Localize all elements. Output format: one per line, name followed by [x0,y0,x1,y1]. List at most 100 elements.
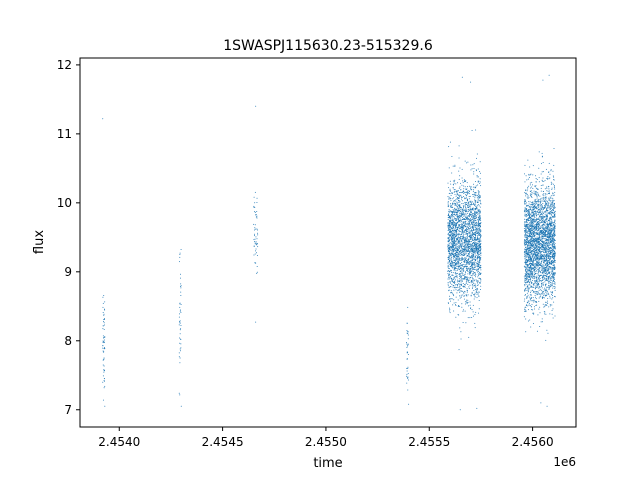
data-point [448,204,450,206]
data-point [478,218,480,220]
data-point [461,227,463,229]
data-point [549,280,551,282]
data-point [552,210,554,212]
data-point [465,209,467,211]
data-point [447,237,449,239]
data-point [458,217,460,219]
data-point [450,233,452,235]
data-point [537,255,539,257]
data-point [544,287,545,289]
data-point [460,264,462,266]
data-point [550,238,552,240]
data-point [477,274,479,276]
data-point [102,311,104,313]
data-point [103,314,105,316]
data-point [539,243,541,245]
data-point [548,205,550,207]
data-point [451,266,453,268]
data-point [450,282,452,284]
data-point [533,246,535,248]
data-point [549,197,551,199]
data-point [474,251,476,253]
data-point [536,208,538,210]
data-point [535,186,537,188]
data-point [531,184,533,186]
data-point [473,225,475,227]
data-point [538,181,540,183]
data-point [532,204,534,206]
data-point [479,247,481,249]
data-point [477,281,479,283]
data-point [528,217,530,219]
data-point [545,301,547,303]
data-point [468,198,470,200]
data-point [467,192,469,194]
data-point [479,232,481,234]
data-point [179,321,181,323]
data-point [547,298,549,300]
data-point [179,362,181,364]
data-point [524,243,526,245]
data-point [462,213,464,215]
data-point [541,289,543,291]
data-point [456,245,458,247]
data-point [528,185,530,187]
data-point [528,266,530,268]
data-point [463,179,465,181]
data-point [452,210,454,212]
data-point [458,197,460,199]
data-point [455,270,457,272]
data-point [478,205,480,207]
data-point [453,283,455,285]
data-point [553,248,555,250]
data-point [453,229,455,231]
data-point [533,270,535,272]
data-point [179,348,181,350]
data-point [465,252,467,254]
data-point [467,250,469,252]
data-point [453,269,455,271]
data-point [549,313,551,315]
data-point [463,285,465,287]
data-point [553,216,555,218]
data-point [542,221,544,223]
data-point [472,286,474,288]
data-point [474,238,476,240]
data-point [467,215,469,217]
data-point [459,200,461,202]
data-point [255,250,257,252]
data-point [451,227,453,229]
data-point [538,279,540,281]
data-point [458,199,460,201]
data-point [546,211,548,213]
data-point [476,407,478,409]
data-point [543,265,545,267]
data-point [540,263,542,265]
data-point [467,270,469,272]
data-point [531,196,533,198]
data-point [461,251,463,253]
data-point [460,207,462,209]
data-point [548,259,550,261]
data-point [470,307,472,309]
data-point [468,196,470,198]
data-point [552,308,554,310]
data-point [457,214,459,216]
data-point [458,234,460,236]
data-point [527,256,529,258]
data-point [527,285,529,287]
data-point [451,280,453,282]
data-point [449,251,451,253]
data-point [456,190,458,192]
data-point [464,246,466,248]
data-point [466,230,468,232]
data-point [463,291,465,293]
data-point [464,242,466,244]
data-point [536,219,538,221]
data-point [468,244,470,246]
data-point [464,276,466,278]
data-point [462,234,464,236]
data-point [180,285,182,287]
data-point [454,214,456,216]
data-point [450,259,452,261]
